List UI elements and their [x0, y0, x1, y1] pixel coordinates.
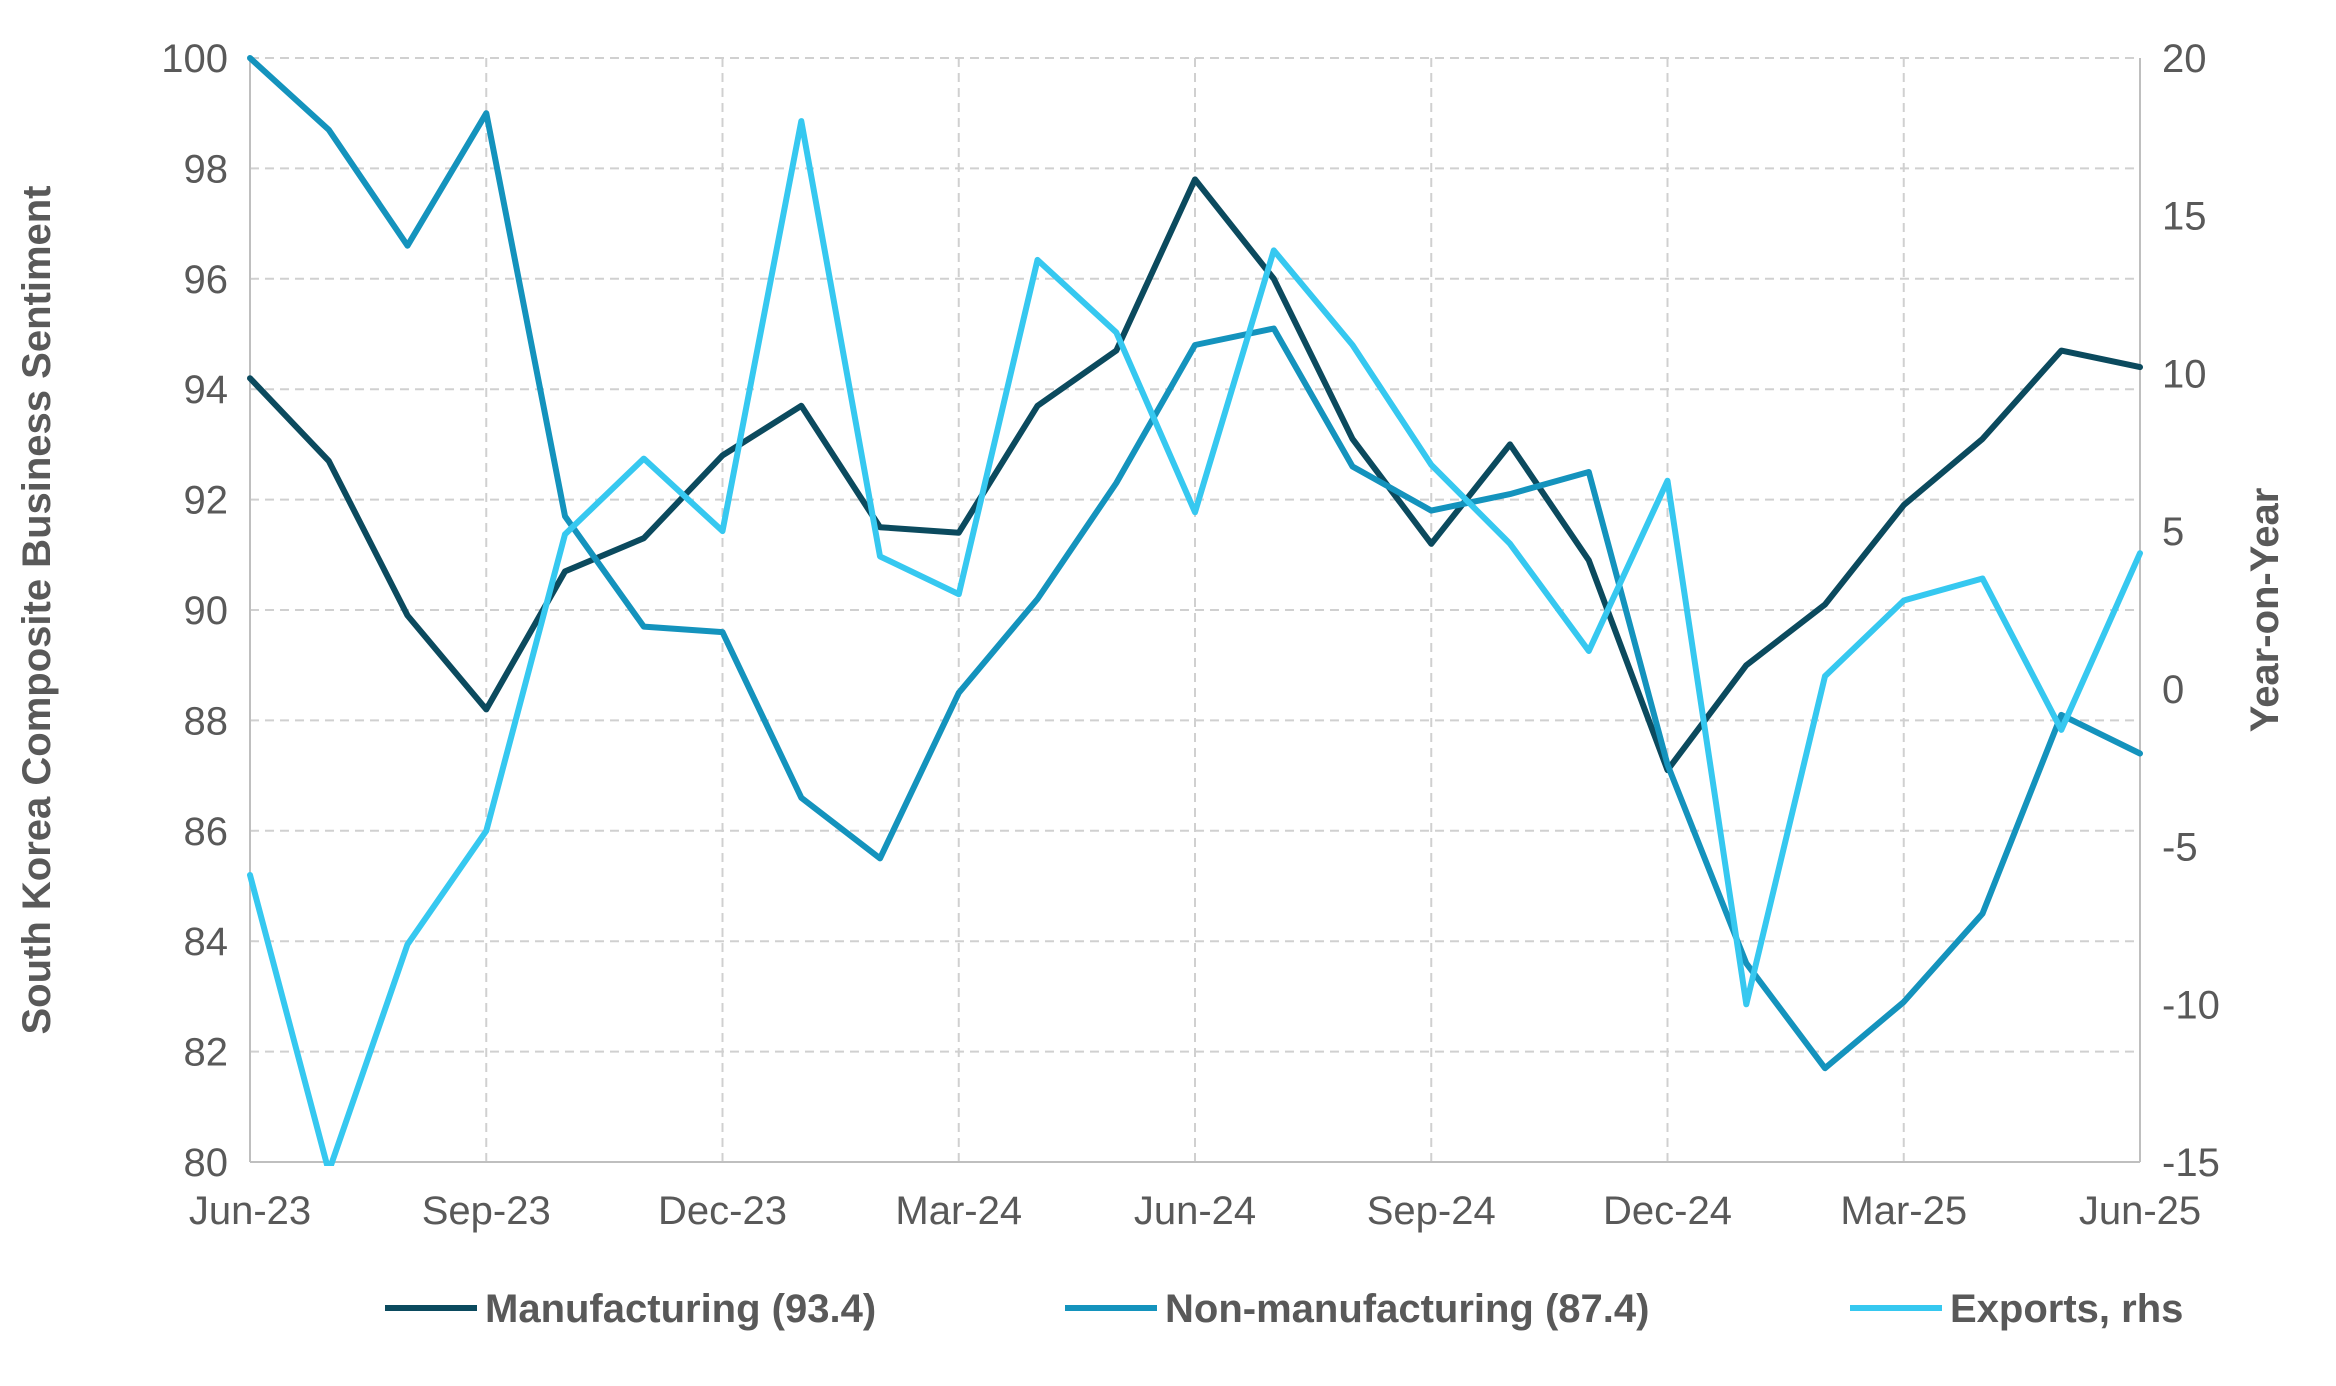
grid-layer	[250, 57, 2141, 1162]
y-left-tick-label: 84	[184, 920, 229, 964]
y-right-tick-label: 15	[2162, 195, 2207, 239]
x-tick-label: Jun-24	[1134, 1189, 1256, 1233]
labels-layer: 80 82 84 86 88 90 92 94 96 98 100 -15 -10 -5 0 5 10 15 20 J…	[15, 37, 2287, 1233]
y-right-tick-label: 0	[2162, 668, 2184, 712]
legend: Manufacturing (93.4) Non-manufacturing (8…	[385, 1287, 2183, 1331]
x-tick-label: Mar-25	[1840, 1189, 1967, 1233]
x-tick-label: Sep-24	[1367, 1189, 1496, 1233]
series-line-3	[247, 118, 2143, 1166]
y-left-tick-label: 86	[184, 810, 229, 854]
series-layer	[247, 55, 2143, 1166]
y-left-axis-title: South Korea Composite Business Sentiment	[15, 185, 59, 1034]
y-right-axis-title: Year-on-Year	[2243, 488, 2287, 733]
y-right-tick-label: 10	[2162, 352, 2207, 396]
legend-label: Manufacturing (93.4)	[485, 1287, 876, 1331]
legend-label: Non-manufacturing (87.4)	[1165, 1287, 1649, 1331]
x-tick-label: Mar-24	[895, 1189, 1022, 1233]
y-left-tick-label: 100	[161, 37, 228, 81]
x-tick-label: Sep-23	[422, 1189, 551, 1233]
y-left-tick-label: 96	[184, 258, 229, 302]
y-right-tick-label: -15	[2162, 1141, 2220, 1185]
y-right-tick-label: 5	[2162, 510, 2184, 554]
y-left-tick-label: 98	[184, 147, 229, 191]
axes-layer	[249, 58, 2141, 1163]
y-left-tick-label: 80	[184, 1141, 229, 1185]
y-left-tick-label: 88	[184, 699, 229, 743]
y-left-tick-label: 90	[184, 589, 229, 633]
x-tick-label: Dec-23	[658, 1189, 787, 1233]
y-left-tick-label: 82	[184, 1031, 229, 1075]
y-right-tick-label: -5	[2162, 826, 2198, 870]
x-tick-label: Dec-24	[1603, 1189, 1732, 1233]
y-right-tick-label: -10	[2162, 983, 2220, 1027]
x-tick-label: Jun-25	[2079, 1189, 2201, 1233]
y-right-tick-label: 20	[2162, 37, 2207, 81]
x-tick-label: Jun-23	[189, 1189, 311, 1233]
series-line-2	[247, 55, 2143, 1072]
y-left-tick-label: 94	[184, 368, 229, 412]
legend-label: Exports, rhs	[1950, 1287, 2183, 1331]
y-left-tick-label: 92	[184, 479, 229, 523]
series-line-1	[247, 176, 2143, 774]
